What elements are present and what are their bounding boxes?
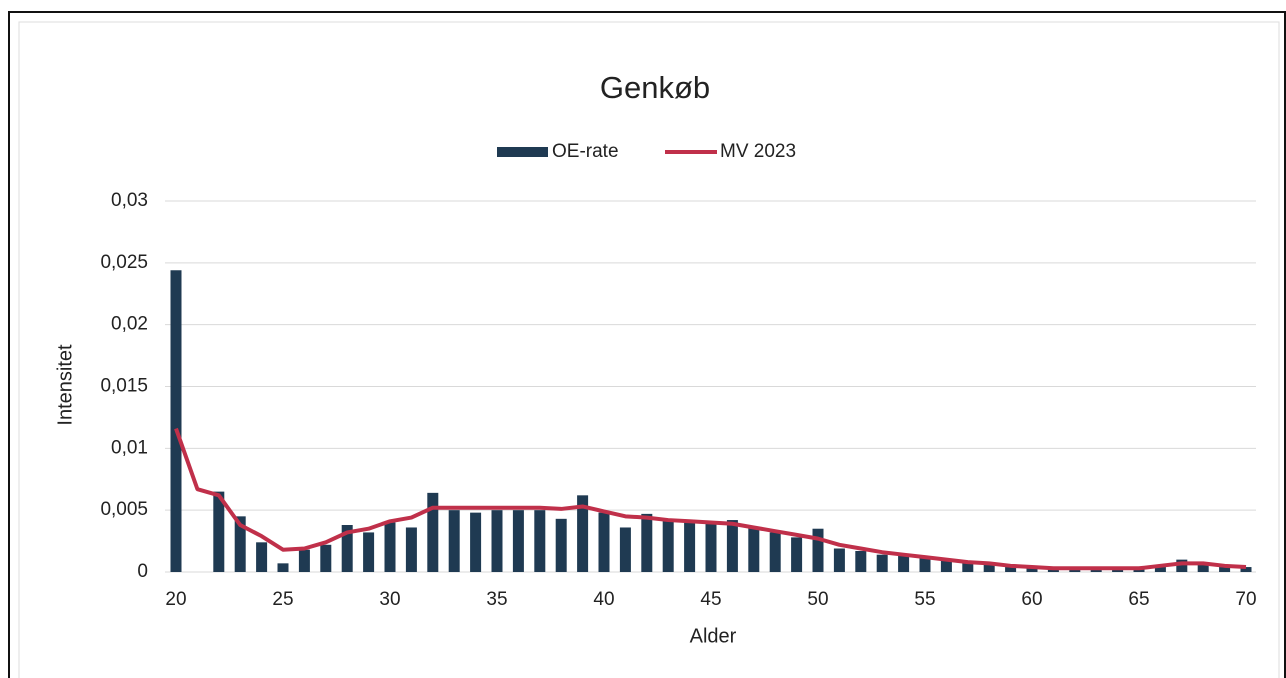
- bar: [363, 532, 375, 572]
- x-tick-label: 35: [486, 589, 507, 610]
- x-tick-label: 65: [1128, 589, 1149, 610]
- y-tick-label: 0,005: [100, 499, 148, 520]
- bar: [298, 549, 310, 572]
- bar: [598, 512, 610, 572]
- bar: [812, 528, 824, 572]
- legend-label: MV 2023: [720, 141, 796, 162]
- bar: [1240, 567, 1252, 572]
- bar: [1005, 567, 1017, 572]
- legend-label: OE-rate: [552, 141, 619, 162]
- x-tick-label: 50: [807, 589, 828, 610]
- bar: [213, 491, 225, 572]
- y-tick-label: 0,01: [111, 437, 148, 458]
- bar: [1026, 568, 1038, 572]
- bar: [769, 532, 781, 572]
- bar: [1047, 569, 1059, 572]
- bar: [919, 558, 931, 572]
- x-tick-label: 20: [165, 589, 186, 610]
- bar: [405, 527, 417, 572]
- x-tick-label: 40: [593, 589, 614, 610]
- bar: [876, 554, 888, 572]
- bar: [1069, 569, 1081, 572]
- bar: [256, 542, 268, 572]
- bar: [641, 513, 653, 572]
- x-tick-label: 70: [1235, 589, 1256, 610]
- bar: [384, 522, 396, 572]
- x-tick-label: 55: [914, 589, 935, 610]
- bar: [983, 564, 995, 572]
- x-tick-label: 30: [379, 589, 400, 610]
- bar: [1219, 567, 1231, 572]
- y-tick-label: 0,02: [111, 314, 148, 335]
- bar: [577, 495, 589, 572]
- bar: [940, 559, 952, 572]
- y-tick-label: 0: [137, 561, 148, 582]
- y-tick-label: 0,03: [111, 190, 148, 211]
- bar: [534, 510, 546, 572]
- line: [174, 427, 1247, 571]
- bar: [1133, 569, 1145, 572]
- bar: [170, 270, 182, 572]
- outer-frame: [8, 11, 1286, 678]
- bar: [512, 510, 524, 572]
- y-tick-label: 0,015: [100, 376, 148, 397]
- bar: [448, 510, 460, 572]
- bar: [320, 544, 332, 572]
- bar: [1176, 559, 1188, 572]
- bar: [1090, 569, 1102, 572]
- bar: [341, 525, 353, 572]
- bar: [234, 516, 246, 572]
- bar: [833, 548, 845, 572]
- bar: [1112, 569, 1124, 572]
- bar: [855, 550, 867, 572]
- bar: [748, 527, 760, 572]
- bar: [427, 492, 439, 572]
- bar: [470, 512, 482, 572]
- chart-title: Genkøb: [600, 70, 710, 105]
- x-axis-label: Alder: [690, 625, 737, 647]
- bar: [1154, 567, 1166, 572]
- bar: [684, 522, 696, 572]
- x-tick-label: 45: [700, 589, 721, 610]
- x-tick-label: 60: [1021, 589, 1042, 610]
- bar: [962, 562, 974, 572]
- y-tick-label: 0,025: [100, 252, 148, 273]
- bar: [619, 527, 631, 572]
- bar: [662, 520, 674, 572]
- bar: [898, 555, 910, 572]
- bar: [277, 563, 289, 572]
- bar: [705, 522, 717, 572]
- legend-swatch: [497, 147, 548, 157]
- bar: [555, 518, 567, 572]
- bar: [726, 520, 738, 572]
- y-axis-label: Intensitet: [54, 344, 76, 426]
- bar: [791, 537, 803, 572]
- chart-frame: [18, 21, 1280, 678]
- bar: [491, 510, 503, 572]
- bar: [1197, 564, 1209, 572]
- x-tick-label: 25: [272, 589, 293, 610]
